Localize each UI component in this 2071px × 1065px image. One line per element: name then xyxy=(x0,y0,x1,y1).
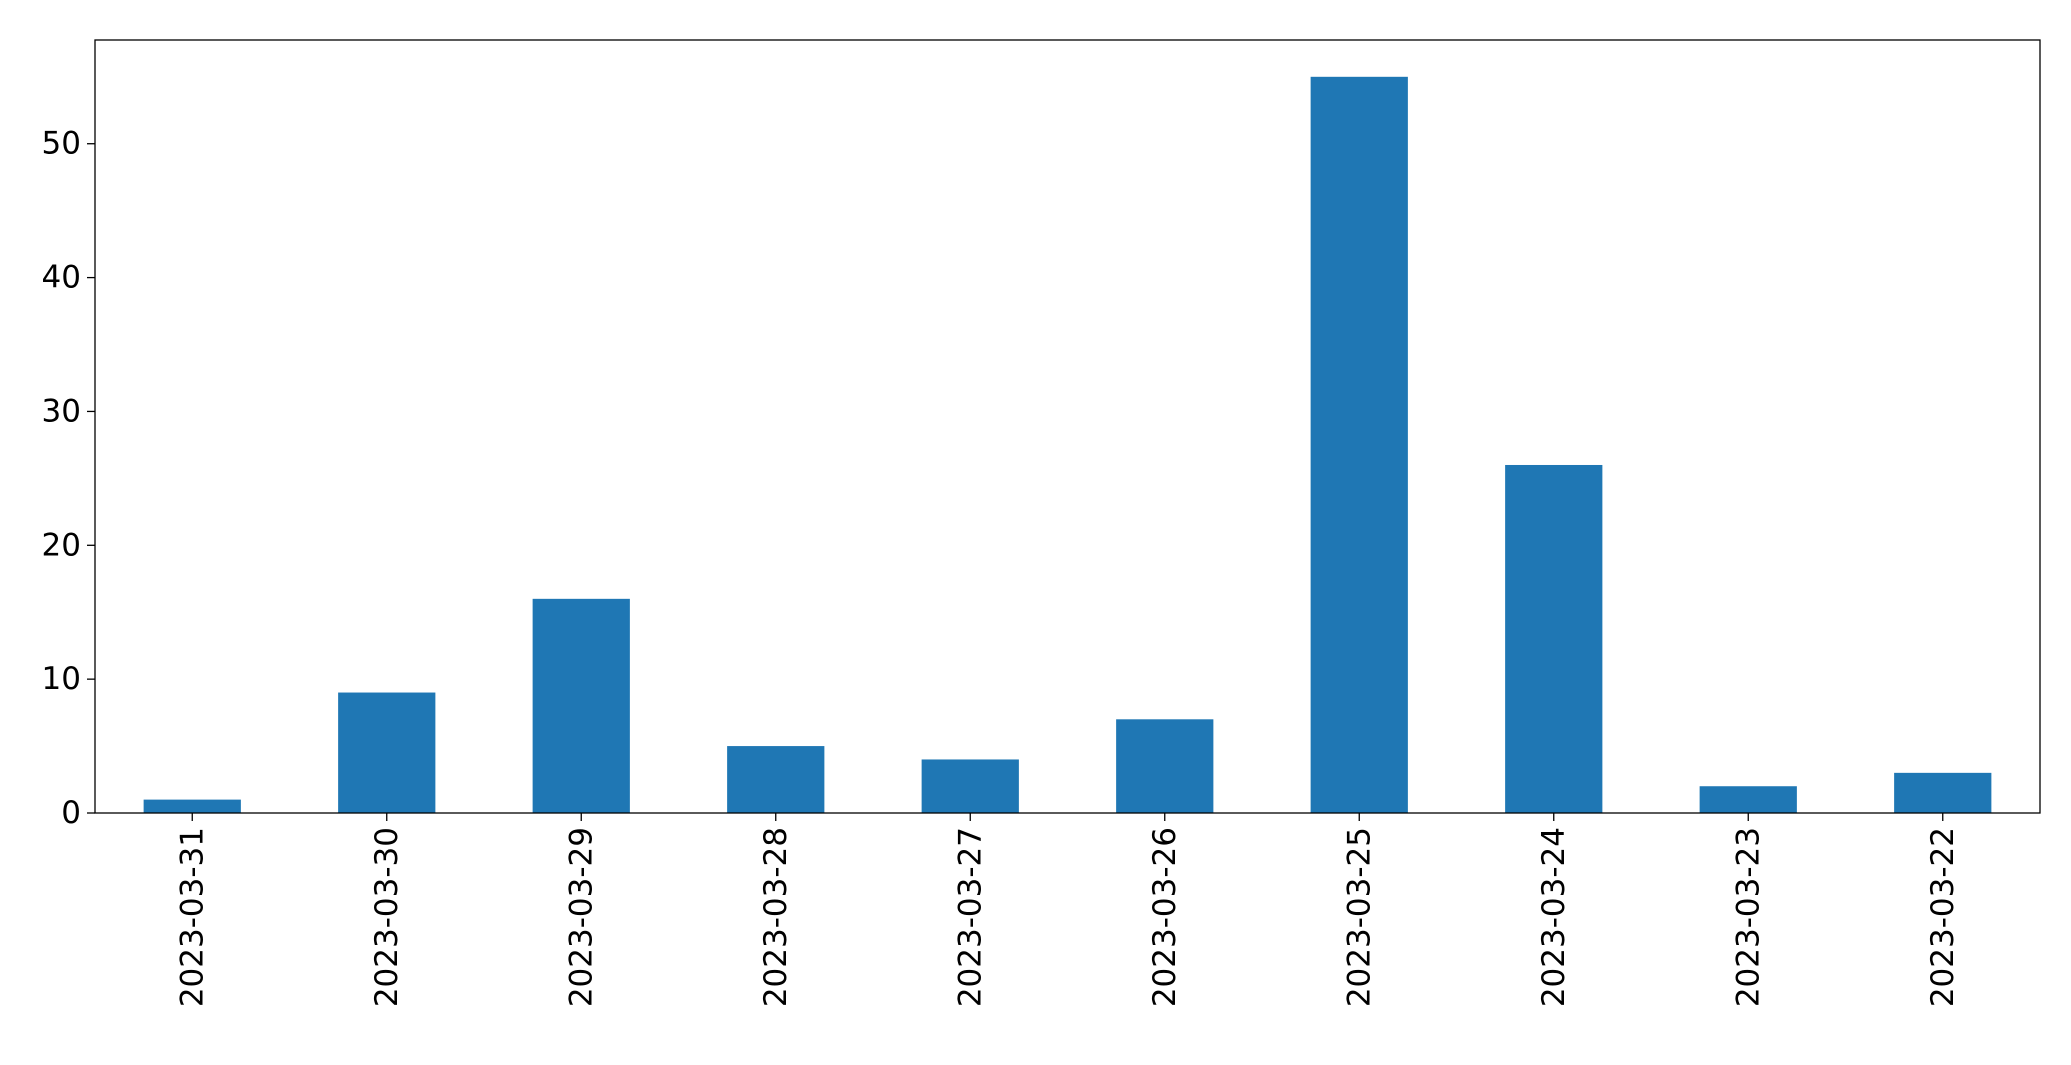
x-tick-label: 2023-03-24 xyxy=(1536,827,1572,1007)
bar-2023-03-25 xyxy=(1310,76,1408,814)
bar-2023-03-30 xyxy=(338,692,436,813)
x-tick-label: 2023-03-27 xyxy=(952,827,988,1007)
x-tick-label: 2023-03-26 xyxy=(1147,827,1183,1007)
x-tick-label: 2023-03-22 xyxy=(1925,827,1961,1007)
bar-2023-03-26 xyxy=(1116,719,1214,813)
bar-2023-03-28 xyxy=(727,746,825,813)
y-tick-label: 40 xyxy=(42,260,81,296)
x-tick-label: 2023-03-25 xyxy=(1341,827,1377,1007)
x-tick-label: 2023-03-23 xyxy=(1730,827,1766,1007)
y-tick-label: 30 xyxy=(42,393,81,429)
bar-2023-03-23 xyxy=(1699,786,1797,813)
bar-2023-03-29 xyxy=(532,598,630,813)
y-tick-label: 50 xyxy=(42,126,81,162)
x-tick-label: 2023-03-30 xyxy=(369,827,405,1007)
bar-2023-03-31 xyxy=(143,799,241,813)
x-tick-label: 2023-03-29 xyxy=(563,827,599,1007)
y-tick-label: 10 xyxy=(42,661,81,697)
bar-2023-03-22 xyxy=(1894,772,1992,813)
axes-frame xyxy=(94,39,2041,814)
bar-2023-03-27 xyxy=(921,759,1019,813)
y-tick-label: 0 xyxy=(61,795,81,831)
x-tick-label: 2023-03-28 xyxy=(758,827,794,1007)
x-tick-label: 2023-03-31 xyxy=(174,827,210,1007)
y-tick-label: 20 xyxy=(42,527,81,563)
bar-2023-03-24 xyxy=(1505,464,1603,813)
